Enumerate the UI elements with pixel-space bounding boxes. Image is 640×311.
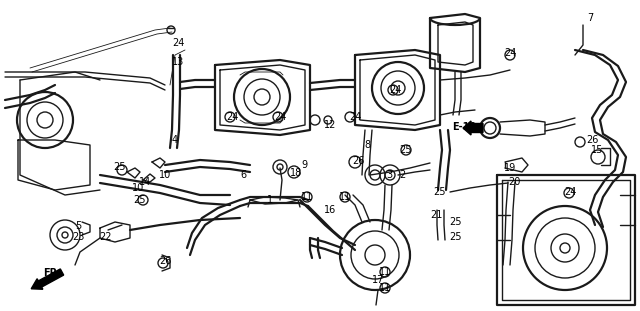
Text: FR.: FR. xyxy=(43,268,61,278)
Text: 24: 24 xyxy=(274,112,286,122)
Text: 15: 15 xyxy=(591,145,603,155)
Text: 24: 24 xyxy=(226,112,238,122)
Text: 24: 24 xyxy=(564,187,576,197)
Text: 12: 12 xyxy=(324,120,336,130)
Text: 19: 19 xyxy=(504,163,516,173)
Text: 25: 25 xyxy=(434,187,446,197)
Text: 25: 25 xyxy=(114,162,126,172)
Text: 11: 11 xyxy=(339,192,351,202)
Text: 24: 24 xyxy=(172,38,184,48)
Text: 26: 26 xyxy=(159,256,171,266)
Text: 2: 2 xyxy=(399,170,405,180)
Text: 24: 24 xyxy=(349,112,361,122)
Text: 24: 24 xyxy=(389,85,401,95)
Text: 22: 22 xyxy=(99,232,111,242)
FancyArrow shape xyxy=(463,121,483,135)
Text: 25: 25 xyxy=(449,232,461,242)
Text: 4: 4 xyxy=(172,135,178,145)
Text: 26: 26 xyxy=(352,156,364,166)
Text: 11: 11 xyxy=(379,283,391,293)
Text: 10: 10 xyxy=(132,183,144,193)
Text: E-10: E-10 xyxy=(452,122,476,132)
Text: 8: 8 xyxy=(364,140,370,150)
Text: 17: 17 xyxy=(372,275,384,285)
Text: 25: 25 xyxy=(134,195,147,205)
Text: 20: 20 xyxy=(508,177,520,187)
Text: 5: 5 xyxy=(75,221,81,231)
Text: 21: 21 xyxy=(430,210,442,220)
Text: 10: 10 xyxy=(159,170,171,180)
Text: 11: 11 xyxy=(301,192,313,202)
Text: 18: 18 xyxy=(290,168,302,178)
Text: 23: 23 xyxy=(72,232,84,242)
Text: 26: 26 xyxy=(586,135,598,145)
Text: 16: 16 xyxy=(324,205,336,215)
Text: 7: 7 xyxy=(587,13,593,23)
Text: 25: 25 xyxy=(449,217,461,227)
Text: 13: 13 xyxy=(172,57,184,67)
Text: 9: 9 xyxy=(301,160,307,170)
FancyArrow shape xyxy=(31,269,63,289)
Text: 3: 3 xyxy=(386,170,392,180)
Text: 11: 11 xyxy=(379,267,391,277)
Text: 14: 14 xyxy=(139,177,151,187)
Text: 1: 1 xyxy=(267,195,273,205)
Text: 25: 25 xyxy=(400,145,412,155)
Text: 24: 24 xyxy=(504,48,516,58)
Text: 6: 6 xyxy=(240,170,246,180)
